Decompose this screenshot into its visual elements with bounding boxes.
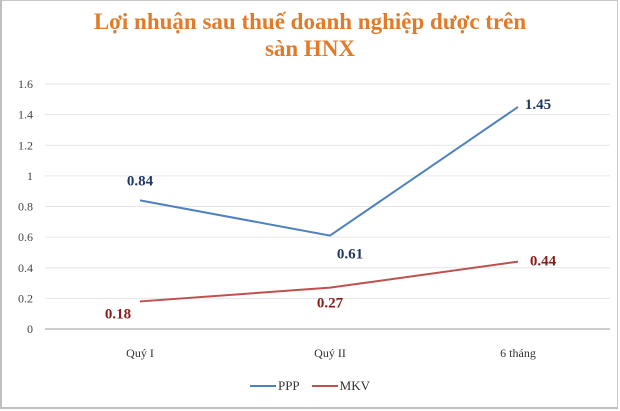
- data-label: 0.18: [105, 306, 131, 322]
- data-label: 0.44: [530, 254, 557, 270]
- x-tick-label: Quý I: [126, 346, 154, 360]
- legend-item-ppp: PPP: [249, 378, 300, 394]
- series-line-mkv: [139, 260, 519, 303]
- legend-item-mkv: MKV: [311, 378, 371, 394]
- legend-swatch-ppp: [249, 385, 276, 387]
- legend-swatch-mkv: [311, 385, 338, 387]
- legend-label-mkv: MKV: [339, 378, 371, 393]
- y-tick-label: 1.2: [18, 138, 33, 152]
- chart-title-line-2: sàn HNX: [264, 36, 356, 61]
- chart-title-line-1: Lợi nhuận sau thuế doanh nghiệp dược trê…: [93, 9, 527, 34]
- y-tick-label: 0.4: [18, 261, 33, 275]
- y-tick-label: 0: [27, 322, 33, 336]
- x-tick-label: Quý II: [314, 346, 346, 360]
- data-label: 0.84: [127, 173, 154, 189]
- y-tick-label: 0.8: [18, 200, 33, 214]
- y-tick-label: 0.2: [18, 291, 33, 305]
- y-tick-label: 1.6: [18, 77, 33, 91]
- legend-label-ppp: PPP: [277, 378, 300, 393]
- legend: PPP MKV: [0, 378, 620, 394]
- data-label: 0.27: [317, 296, 344, 312]
- data-label: 0.61: [337, 247, 363, 263]
- chart-title: Lợi nhuận sau thuế doanh nghiệp dược trê…: [0, 8, 620, 62]
- y-tick-label: 0.6: [18, 230, 33, 244]
- y-tick-label: 1: [27, 169, 33, 183]
- data-label: 1.45: [525, 97, 551, 113]
- x-tick-label: 6 tháng: [500, 346, 536, 360]
- y-tick-label: 1.4: [18, 108, 33, 122]
- series-line-ppp: [139, 106, 519, 237]
